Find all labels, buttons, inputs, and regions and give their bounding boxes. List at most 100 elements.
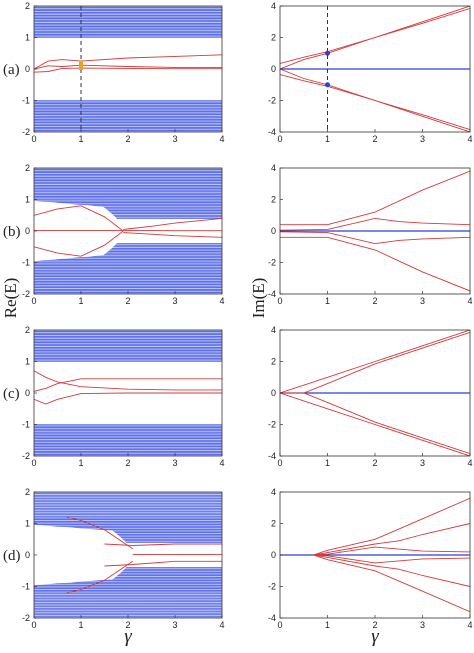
chart-panel-c-right: 0 1 2 3 4 -4 -2 0 2 4 [268,325,473,468]
x-tick-label: 1 [78,458,83,468]
y-tick-label: 0 [271,64,276,74]
y-tick-label: 2 [271,195,276,205]
y-tick-label: -1 [22,582,30,592]
ylabel-right: Im(E) [249,278,268,319]
series-line-1 [280,330,470,394]
series-line-1 [34,205,124,232]
panel-label: (a) [3,62,20,78]
x-tick-label: 0 [277,296,282,306]
x-tick-label: 1 [78,620,83,630]
y-tick-label: 0 [25,550,30,560]
series-line-2 [280,7,470,64]
y-tick-label: 2 [271,519,276,529]
ylabel-left: Re(E) [1,278,20,319]
x-tick-label: 2 [125,134,130,144]
y-tick-label: -2 [22,289,30,299]
x-tick-label: 3 [420,458,425,468]
x-tick-label: 1 [325,620,330,630]
y-tick-label: 2 [25,1,30,11]
plot-area [34,168,222,294]
y-tick-label: -1 [22,258,30,268]
y-tick-label: 0 [25,388,30,398]
x-tick-label: 3 [420,620,425,630]
y-tick-label: 1 [25,519,30,529]
plot-area [34,6,222,132]
plot-area [280,170,470,292]
x-tick-label: 4 [219,458,224,468]
series-line-2 [313,554,470,613]
y-tick-label: 1 [25,195,30,205]
series-line-2 [280,236,470,292]
chart-panel-c-left: 0 1 2 3 4 -2 -1 0 1 2 (c) [3,325,225,468]
x-tick-label: 0 [31,620,36,630]
chart-panel-b-left: 0 1 2 3 4 -2 -1 0 1 2 (b) [3,163,225,306]
y-tick-label: 4 [271,325,276,335]
x-tick-label: 1 [78,296,83,306]
y-tick-label: 2 [25,325,30,335]
chart-panel-d-right: 0 1 2 3 4 -4 -2 0 2 4 [268,487,473,630]
x-tick-label: 4 [467,296,472,306]
y-tick-label: 1 [25,33,30,43]
series-line-3 [280,217,470,231]
series-line-4 [313,554,470,587]
band-gap-region [34,524,133,586]
y-tick-label: -2 [268,258,276,268]
series-line-1 [313,497,470,556]
band-gap-region [34,200,124,262]
y-tick-label: -2 [268,96,276,106]
x-tick-label: 0 [31,134,36,144]
y-tick-label: -4 [268,451,276,461]
x-tick-label: 2 [372,458,377,468]
chart-panel-a-left: 0 1 2 3 4 -2 -1 0 1 2 (a) [3,1,225,144]
x-tick-label: 3 [420,296,425,306]
y-tick-label: 4 [271,1,276,11]
y-tick-label: 0 [25,64,30,74]
xlabel-left: γ [124,626,132,647]
series-line-2 [280,392,470,456]
x-tick-label: 3 [172,296,177,306]
plot-area [280,330,470,456]
x-tick-label: 4 [467,620,472,630]
x-tick-label: 0 [31,296,36,306]
x-tick-label: 3 [420,134,425,144]
x-tick-label: 3 [172,620,177,630]
marker-point [325,82,330,88]
x-tick-label: 2 [372,134,377,144]
series-line-2 [34,378,222,392]
panel-label: (b) [3,224,21,240]
marker-point [79,61,83,70]
plot-area [34,492,222,618]
x-tick-label: 4 [219,620,224,630]
xlabel-right: γ [371,626,379,647]
y-tick-label: 2 [271,33,276,43]
series-line-4 [280,231,470,245]
y-tick-label: -2 [268,582,276,592]
series-line-4 [280,74,470,131]
marker-point [325,50,330,56]
plot-area [280,6,470,132]
series-line-6 [313,554,470,564]
chart-panel-d-left: 0 1 2 3 4 -2 -1 0 1 2 (d) [3,487,225,630]
x-tick-label: 0 [31,458,36,468]
x-tick-label: 4 [219,134,224,144]
plot-area [34,330,222,456]
x-tick-label: 1 [78,134,83,144]
x-tick-label: 3 [172,134,177,144]
y-tick-label: 2 [271,357,276,367]
x-tick-label: 0 [277,458,282,468]
series-line-1 [66,516,133,550]
series-line-4 [104,560,222,567]
series-line-5 [313,546,470,556]
plot-area [280,497,470,613]
series-line-3 [104,543,222,546]
y-tick-label: 4 [271,163,276,173]
series-line-3 [34,392,222,405]
panel-label: (c) [3,386,20,402]
y-tick-label: 0 [271,388,276,398]
y-tick-label: 4 [271,487,276,497]
chart-panel-a-right: 0 1 2 3 4 -4 -2 0 2 4 [268,1,473,144]
y-tick-label: -4 [268,613,276,623]
y-tick-label: 0 [25,226,30,236]
y-tick-label: 0 [271,550,276,560]
y-tick-label: -1 [22,96,30,106]
